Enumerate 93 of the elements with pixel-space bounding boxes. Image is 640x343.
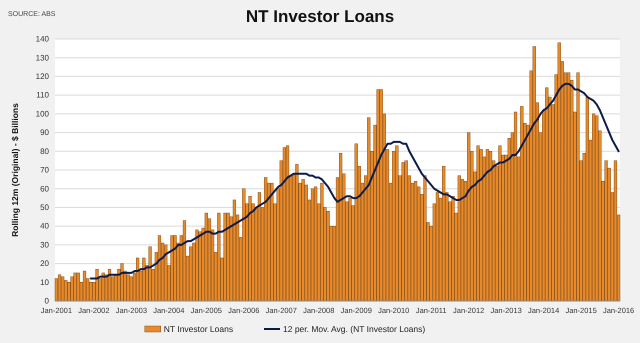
- y-tick-label: 140: [36, 34, 50, 44]
- bar: [58, 274, 62, 302]
- bar: [130, 276, 133, 302]
- bar: [64, 280, 68, 302]
- bar: [248, 196, 252, 302]
- y-tick-label: 130: [36, 53, 50, 62]
- y-tick-label: 20: [40, 259, 50, 268]
- bar: [545, 87, 548, 302]
- bar: [195, 230, 199, 302]
- bar: [314, 186, 318, 302]
- bar: [614, 160, 618, 302]
- bar: [226, 212, 230, 302]
- y-tick-label: 10: [40, 278, 50, 287]
- bar: [76, 272, 80, 302]
- bar: [232, 200, 236, 302]
- bar: [592, 114, 596, 302]
- bar: [532, 46, 536, 302]
- y-tick-label: 110: [36, 90, 50, 100]
- bar: [270, 182, 274, 302]
- bar: [576, 72, 580, 302]
- bar: [348, 198, 352, 302]
- bar: [126, 274, 130, 302]
- bar: [70, 276, 74, 302]
- bar: [158, 235, 162, 302]
- y-axis-title: Rolling 12m (Original) - $ Billions: [10, 102, 20, 237]
- bar: [302, 179, 305, 302]
- legend-label: NT Investor Loans: [164, 324, 234, 334]
- bar: [61, 276, 64, 302]
- bar: [326, 210, 330, 302]
- bar: [404, 160, 408, 302]
- bar: [558, 42, 561, 302]
- bar: [142, 258, 146, 302]
- bar: [286, 145, 290, 302]
- y-tick-label: 90: [40, 128, 50, 138]
- bar: [182, 220, 186, 302]
- y-tick-label: 40: [40, 222, 50, 231]
- bar: [436, 192, 440, 302]
- bar: [442, 166, 446, 302]
- bar: [320, 182, 324, 302]
- bar: [467, 132, 470, 302]
- bar: [173, 235, 177, 302]
- legend-label: 12 per. Mov. Avg. (NT Investor Loans): [283, 324, 426, 334]
- bar: [54, 278, 58, 302]
- bar: [395, 145, 398, 302]
- y-tick-label: 80: [40, 146, 50, 156]
- bar: [217, 212, 220, 302]
- bar: [223, 212, 227, 302]
- y-tick-label: 50: [40, 202, 50, 212]
- bar: [595, 116, 598, 302]
- bar: [486, 149, 490, 302]
- bar: [423, 175, 427, 302]
- bar: [498, 145, 502, 302]
- bar: [520, 106, 524, 302]
- bar: [354, 144, 358, 302]
- bar: [82, 270, 86, 302]
- bar: [258, 192, 262, 302]
- y-tick-label: 60: [40, 184, 50, 194]
- y-tick-label: 100: [36, 109, 50, 118]
- bar: [476, 145, 480, 302]
- bar: [295, 164, 299, 302]
- bar: [367, 117, 370, 302]
- bar: [339, 152, 342, 302]
- y-tick-label: 120: [36, 72, 50, 81]
- bar: [401, 162, 405, 302]
- y-tick-label: 30: [40, 240, 50, 250]
- bar: [89, 282, 92, 302]
- y-tick-label: 70: [40, 166, 50, 175]
- bar: [136, 258, 140, 302]
- bar: [282, 147, 286, 302]
- bar: [480, 149, 483, 302]
- bar: [514, 112, 518, 302]
- bar: [604, 160, 608, 302]
- bar: [74, 272, 77, 302]
- bar: [460, 179, 464, 302]
- bar: [414, 181, 418, 302]
- chart-title: NT Investor Loans: [246, 7, 394, 26]
- bar: [451, 196, 455, 302]
- bar: [242, 188, 246, 302]
- bar: [310, 188, 314, 302]
- bar: [488, 151, 492, 302]
- bar: [148, 246, 152, 302]
- bar: [586, 96, 589, 302]
- bar: [380, 89, 383, 302]
- bar: [170, 235, 174, 302]
- bar: [567, 72, 570, 302]
- y-tick-label: 0: [44, 296, 50, 306]
- bar: [189, 246, 192, 302]
- bar: [164, 244, 168, 302]
- bar: [458, 175, 461, 302]
- bar: [264, 177, 268, 302]
- bar: [376, 89, 380, 302]
- line-series: [90, 82, 620, 280]
- bar: [204, 212, 208, 302]
